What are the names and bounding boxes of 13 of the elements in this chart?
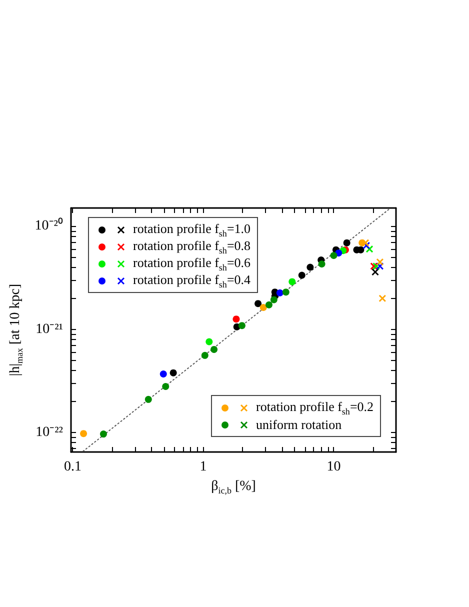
legend-label: rotation profile f$_{sh}$=1.0 — [133, 220, 251, 238]
y-tick-label: 10⁻²⁰ — [34, 218, 63, 234]
y-tick-label: 10⁻²² — [36, 425, 63, 440]
y-tick-label: 10⁻²¹ — [36, 322, 63, 337]
legend-label: uniform rotation — [256, 416, 342, 432]
x-tick-label: 1 — [200, 460, 207, 474]
x-tick-label: 10 — [326, 460, 341, 474]
x-tick-label: 0.1 — [64, 460, 82, 474]
legend-label: rotation profile f$_{sh}$=0.4 — [133, 272, 251, 290]
y-axis-title: |h|max [at 10 kpc] — [8, 284, 24, 376]
legend-label: rotation profile f$_{sh}$=0.2 — [256, 398, 374, 416]
legend-label: rotation profile f$_{sh}$=0.8 — [133, 238, 251, 256]
legend-label: rotation profile f$_{sh}$=0.6 — [133, 254, 251, 272]
